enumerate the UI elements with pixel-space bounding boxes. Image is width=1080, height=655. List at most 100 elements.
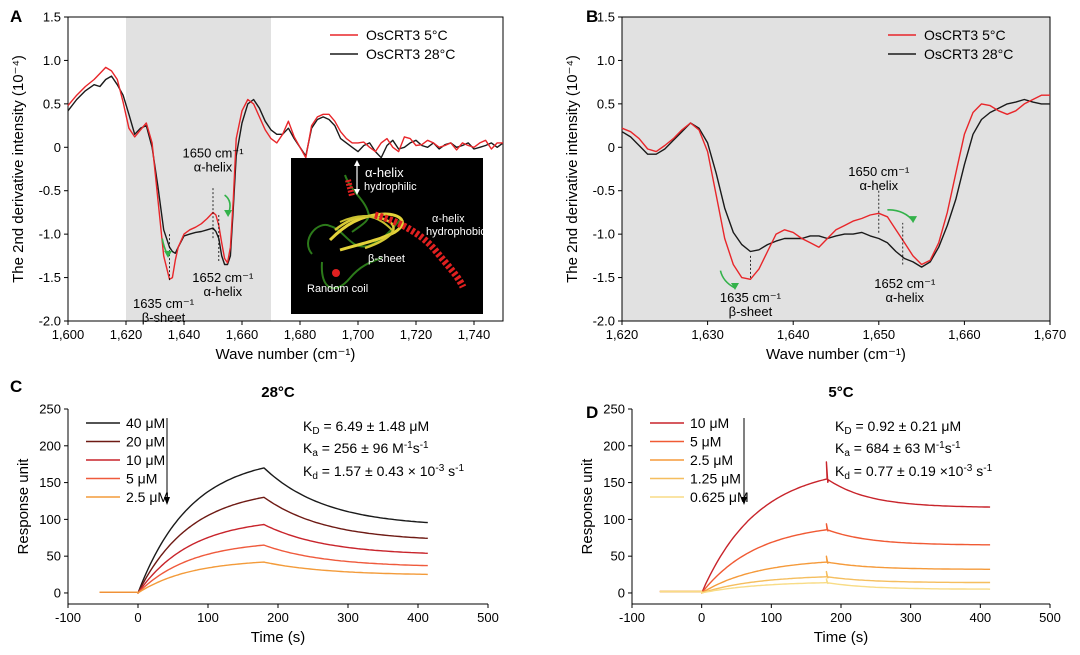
- structure-helix-small: [332, 269, 340, 277]
- legend-label: 10 μM: [690, 415, 729, 431]
- y-axis-label: The 2nd derivative intensity (10⁻⁴): [564, 55, 581, 283]
- x-tick-label: -100: [619, 610, 645, 625]
- series-line-5c: [621, 94, 1050, 280]
- legend-label: OsCRT3 5°C: [924, 27, 1006, 43]
- panel-b-axes: 1,620 1,630 1,640 1,650 1,660 1,670 -2.0 -1.5 -1…: [564, 10, 1066, 364]
- panel-d-kdis: Kd = 0.77 ± 0.19 ×10-3 s-1: [835, 463, 993, 482]
- annotation-wavenumber: 1652 cm⁻¹: [874, 276, 936, 291]
- annotation-wavenumber: 1635 cm⁻¹: [133, 296, 195, 311]
- panel-c-axes: -100 0 100 200 300 400 500 0 50 100 150 200 250 Time …: [15, 384, 499, 646]
- annotation-structure: α-helix: [860, 178, 899, 193]
- x-tick-label: 0: [698, 610, 705, 625]
- panel-c-kdis: Kd = 1.57 ± 0.43 × 10-3 s-1: [303, 463, 464, 482]
- y-tick-label: 150: [603, 475, 625, 490]
- inset-label-random-coil: Random coil: [307, 283, 368, 295]
- legend-label: OsCRT3 28°C: [924, 46, 1013, 62]
- y-tick-label: 250: [603, 402, 625, 417]
- annotation-wavenumber: 1650 cm⁻¹: [848, 164, 910, 179]
- y-tick-label: 150: [39, 475, 61, 490]
- legend-label: 2.5 μM: [690, 452, 733, 468]
- panel-a-shaded-region: [126, 17, 271, 321]
- x-axis-label: Time (s): [814, 629, 868, 646]
- x-tick-label: 300: [337, 610, 359, 625]
- x-tick-label: 1,620: [606, 327, 639, 342]
- x-axis-label: Wave number (cm⁻¹): [216, 346, 356, 363]
- panel-d-legend: 10 μM 5 μM 2.5 μM 1.25 μM 0.625 μM: [650, 415, 749, 505]
- y-tick-label: 200: [39, 438, 61, 453]
- y-tick-label: 1.5: [597, 10, 615, 25]
- structure-helix-hydrophobic: [374, 211, 467, 289]
- x-tick-label: 400: [969, 610, 991, 625]
- y-tick-label: 100: [39, 512, 61, 527]
- x-tick-label: 1,740: [458, 327, 491, 342]
- legend-label: 5 μM: [690, 434, 721, 450]
- legend-label: 40 μM: [126, 415, 165, 431]
- panel-a-lines: [67, 66, 504, 280]
- x-tick-label: -100: [55, 610, 81, 625]
- sensorgram-1.25um: [659, 570, 991, 594]
- structure-sheet-yellow-1: [328, 212, 404, 252]
- inset-arrowhead-down: [354, 189, 360, 195]
- panel-d: -100 0 100 200 300 400 500 0 50 100 150 200 250 Time …: [579, 384, 1061, 646]
- panel-d-axes: -100 0 100 200 300 400 500 0 50 100 150 200 250 Time …: [579, 384, 1061, 646]
- panel-b-lines: [621, 94, 1050, 280]
- y-tick-label: 200: [603, 438, 625, 453]
- y-tick-label: 0.5: [597, 96, 615, 111]
- panel-d-lines: [659, 461, 991, 594]
- x-axis-label: Time (s): [251, 629, 305, 646]
- panel-c-lines: [99, 467, 428, 594]
- x-tick-label: 400: [407, 610, 429, 625]
- legend-label: 1.25 μM: [690, 471, 741, 487]
- y-tick-label: 0.5: [43, 96, 61, 111]
- panel-b: 1,620 1,630 1,640 1,650 1,660 1,670 -2.0 -1.5 -1…: [564, 10, 1066, 364]
- x-tick-label: 100: [197, 610, 219, 625]
- panel-letter-a: A: [10, 7, 22, 26]
- x-tick-label: 300: [900, 610, 922, 625]
- y-tick-label: 50: [611, 549, 625, 564]
- x-tick-label: 1,660: [948, 327, 981, 342]
- concentration-arrowhead: [741, 497, 747, 505]
- structure-coil-green: [307, 217, 403, 255]
- annotation-structure: α-helix: [204, 284, 243, 299]
- inset-label-hydrophilic: hydrophilic: [364, 181, 417, 193]
- green-arrowhead: [909, 216, 918, 224]
- panel-c-ka: Ka = 256 ± 96 M-1s-1: [303, 440, 429, 459]
- x-axis-label: Wave number (cm⁻¹): [766, 346, 906, 363]
- y-axis-label: Response unit: [15, 458, 32, 555]
- x-tick-label: 1,600: [52, 327, 85, 342]
- panel-c-kd: KD = 6.49 ± 1.48 μM: [303, 418, 429, 437]
- x-tick-label: 500: [1039, 610, 1061, 625]
- structure-helix-hydrophilic: [345, 179, 355, 197]
- y-tick-label: -1.0: [39, 227, 61, 242]
- y-tick-label: 0: [618, 585, 625, 600]
- green-shift-arrow: [719, 270, 736, 289]
- annotation-wavenumber: 1652 cm⁻¹: [192, 270, 254, 285]
- x-tick-label: 1,670: [1034, 327, 1067, 342]
- y-axis-label: Response unit: [579, 458, 596, 555]
- legend-label: OsCRT3 5°C: [366, 27, 448, 43]
- x-tick-label: 500: [477, 610, 499, 625]
- legend-label: 20 μM: [126, 434, 165, 450]
- sensorgram-0.625um: [659, 578, 991, 594]
- protein-structure-inset: α-helix hydrophilic α-helix hydrophobic …: [291, 158, 486, 314]
- panel-letter-c: C: [10, 377, 22, 396]
- y-axis-label: The 2nd derivative intensity (10⁻⁴): [10, 55, 27, 283]
- panel-a-axes: 1,600 1,620 1,640 1,660 1,680 1,700 1,720 1,740…: [10, 10, 504, 363]
- sensorgram-20um: [99, 496, 428, 594]
- y-tick-label: 1.5: [43, 10, 61, 25]
- sensorgram-10um: [99, 523, 428, 594]
- y-tick-label: -0.5: [593, 183, 615, 198]
- sensorgram-2.5um: [659, 555, 991, 594]
- concentration-arrowhead: [164, 497, 170, 505]
- annotation-structure: α-helix: [885, 290, 924, 305]
- green-arrowhead: [164, 250, 173, 258]
- legend-label: OsCRT3 28°C: [366, 46, 455, 62]
- panel-b-legend: OsCRT3 5°C OsCRT3 28°C: [888, 27, 1013, 62]
- inset-label-helix-1: α-helix: [365, 165, 404, 180]
- chart-title: 5°C: [828, 384, 853, 401]
- structure-sheet-yellow-3: [339, 215, 393, 231]
- x-tick-label: 1,630: [691, 327, 724, 342]
